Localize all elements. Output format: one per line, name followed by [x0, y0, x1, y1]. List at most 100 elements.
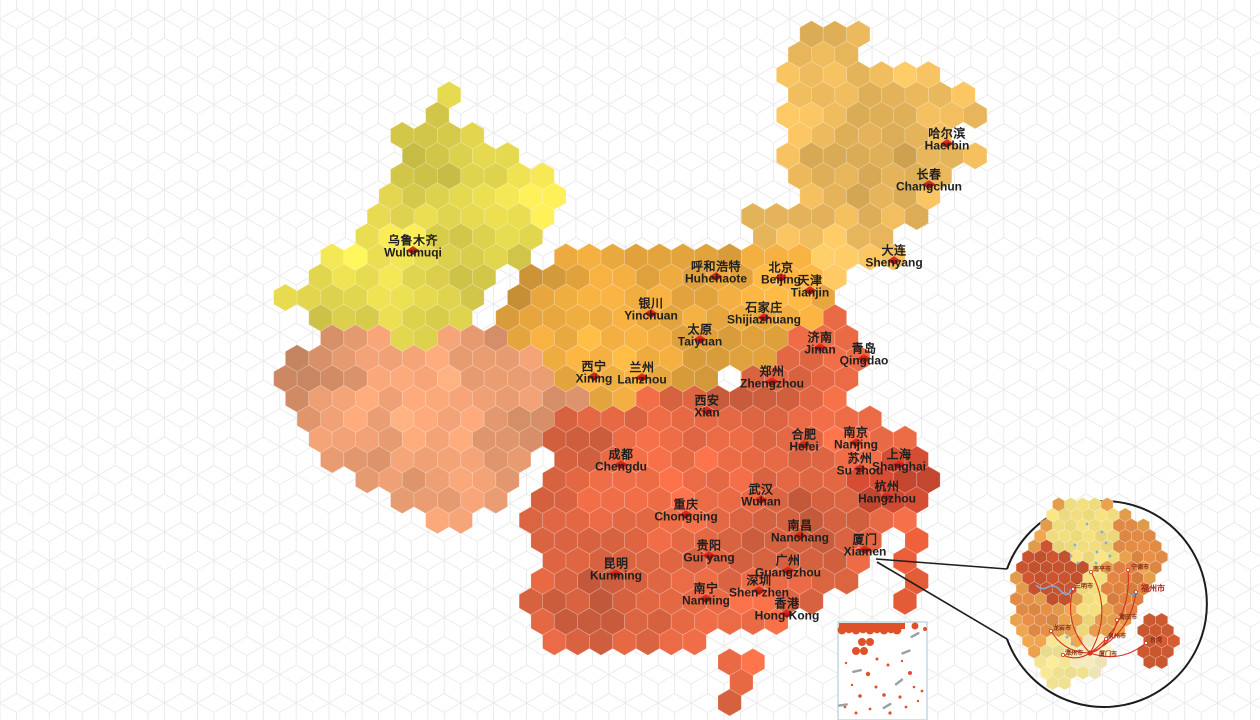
city-marker-icon[interactable] — [700, 406, 714, 415]
city-marker-icon[interactable] — [635, 373, 649, 382]
island-dot — [843, 705, 847, 709]
city-marker-icon[interactable] — [699, 594, 713, 603]
city-changchun[interactable]: 长春 Changchun — [896, 168, 962, 194]
city-marker-icon[interactable] — [679, 510, 693, 519]
nine-dash-segment — [894, 678, 904, 686]
island-dot — [858, 694, 862, 698]
coastline-blob — [845, 626, 853, 634]
city-marker-icon[interactable] — [609, 569, 623, 578]
city-marker-icon[interactable] — [857, 354, 871, 363]
city-marker-icon[interactable] — [880, 492, 894, 501]
island-dot — [866, 638, 874, 646]
city-marker-icon[interactable] — [803, 286, 817, 295]
island-dot — [875, 657, 879, 661]
blue-dot — [1069, 554, 1073, 558]
city-wulumuqi[interactable]: 乌鲁木齐 Wulumuqi — [384, 234, 442, 260]
city-marker-icon[interactable] — [709, 272, 723, 281]
city-name-zh: 太原 — [687, 322, 713, 337]
city-marker-icon[interactable] — [780, 609, 794, 618]
city-marker-icon[interactable] — [614, 460, 628, 469]
city-beijing[interactable]: 北京 Beijing — [761, 261, 801, 286]
city-nanning[interactable]: 南宁 Nanning — [682, 582, 730, 608]
coastline-blob — [837, 625, 847, 635]
city-jinan[interactable]: 济南 Jinan — [804, 331, 835, 356]
city-nanchang[interactable]: 南昌 Nanchang — [771, 519, 829, 544]
city-marker-icon[interactable] — [644, 309, 658, 318]
city-yinchuan[interactable]: 银川 Yinchuan — [624, 297, 678, 322]
coastline-blob — [892, 625, 902, 635]
arc-endpoint-dot — [1061, 653, 1066, 658]
city-guangzhou[interactable]: 广州 Guangzhou — [755, 553, 821, 579]
city-name-zh: 石家庄 — [745, 300, 783, 315]
city-nanjing[interactable]: 南京 Nanjing — [834, 426, 878, 451]
city-chongqing[interactable]: 重庆 Chongqing — [654, 498, 717, 523]
city-xining[interactable]: 西宁 Xining — [576, 360, 613, 385]
city-tianjin[interactable]: 天津 Tianjin — [791, 274, 829, 299]
city-marker-icon[interactable] — [587, 372, 601, 381]
city-name-en: Haerbin — [924, 139, 970, 153]
city-marker-icon[interactable] — [849, 438, 863, 447]
city-marker-icon[interactable] — [892, 460, 906, 469]
city-hong-kong[interactable]: 香港 Hong Kong — [755, 597, 820, 622]
city-lanzhou[interactable]: 兰州 Lanzhou — [617, 361, 666, 386]
arc-endpoint-dot — [1115, 618, 1120, 623]
city-hangzhou[interactable]: 杭州 Hangzhou — [858, 480, 916, 505]
city-name-en: Changchun — [896, 180, 962, 194]
nine-dash-segment — [901, 649, 911, 655]
blue-dot — [1065, 635, 1069, 639]
city-shanghai[interactable]: 上海 Shanghai — [872, 448, 926, 473]
city-su-zhou[interactable]: 苏州 Su zhou — [837, 451, 884, 477]
blue-dot — [1076, 561, 1080, 565]
city-marker-icon[interactable] — [754, 495, 768, 504]
city-shenyang[interactable]: 大连 Shenyang — [865, 244, 922, 269]
city-taiyuan[interactable]: 太原 Taiyuan — [678, 322, 722, 348]
river-line — [1035, 584, 1072, 596]
city-shijiazhuang[interactable]: 石家庄 Shijiazhuang — [727, 300, 801, 326]
city-marker-icon[interactable] — [922, 180, 936, 189]
city-qingdao[interactable]: 青岛 Qingdao — [840, 342, 889, 367]
city-xiamen[interactable]: 厦门 Xiamen — [843, 533, 887, 559]
city-name-zh: 苏州 — [847, 451, 873, 466]
city-marker-icon[interactable] — [702, 551, 716, 560]
city-name-en: Wulumuqi — [384, 246, 442, 260]
city-haerbin[interactable]: 哈尔滨 Haerbin — [924, 127, 970, 153]
island-dot — [850, 683, 854, 687]
city-marker-icon[interactable] — [813, 343, 827, 352]
city-marker-icon[interactable] — [781, 566, 795, 575]
city-marker-icon[interactable] — [406, 246, 420, 255]
city-marker-icon[interactable] — [793, 531, 807, 540]
inset-hex-i-taiwan — [1155, 654, 1168, 670]
nine-dash-segment — [838, 703, 848, 707]
city-name-zh: 广州 — [775, 553, 801, 568]
city-marker-icon[interactable] — [757, 313, 771, 322]
city-huhehaote[interactable]: 呼和浩特 Huhehaote — [685, 260, 747, 285]
city-zhengzhou[interactable]: 郑州 Zhengzhou — [740, 365, 804, 390]
inset-city-label: 泉州市 — [1107, 632, 1126, 640]
city-kunming[interactable]: 昆明 Kunming — [590, 557, 642, 582]
city-xian[interactable]: 西安 Xian — [694, 394, 719, 419]
city-name-en: Nanning — [682, 594, 730, 608]
city-marker-icon[interactable] — [774, 273, 788, 282]
city-marker-icon[interactable] — [765, 377, 779, 386]
city-marker-icon[interactable] — [797, 440, 811, 449]
hex-tile-xinjiang-yellow — [273, 283, 298, 312]
city-wuhan[interactable]: 武汉 Wuhan — [741, 483, 781, 508]
city-name-zh: 贵阳 — [696, 538, 722, 553]
city-marker-icon[interactable] — [858, 545, 872, 554]
city-shen-zhen[interactable]: 深圳 Shen zhen — [729, 573, 789, 599]
city-marker-icon[interactable] — [887, 256, 901, 265]
city-chengdu[interactable]: 成都 Chengdu — [595, 448, 647, 473]
city-marker-icon[interactable] — [940, 139, 954, 148]
city-gui-yang[interactable]: 贵阳 Gui yang — [683, 538, 734, 564]
city-marker-icon[interactable] — [853, 464, 867, 473]
arc-endpoint-dot — [1134, 590, 1139, 595]
city-hefei[interactable]: 合肥 Hefei — [789, 428, 818, 453]
city-marker-icon[interactable] — [752, 586, 766, 595]
city-name-en: Xiamen — [843, 545, 887, 559]
city-marker-icon[interactable] — [693, 335, 707, 344]
inset-city-label: 龙岩市 — [1053, 624, 1071, 632]
inset-city-label: 台湾 — [1150, 636, 1162, 644]
coastline-blob — [859, 626, 867, 634]
island-dot — [886, 663, 890, 667]
city-name-zh: 深圳 — [746, 573, 772, 588]
